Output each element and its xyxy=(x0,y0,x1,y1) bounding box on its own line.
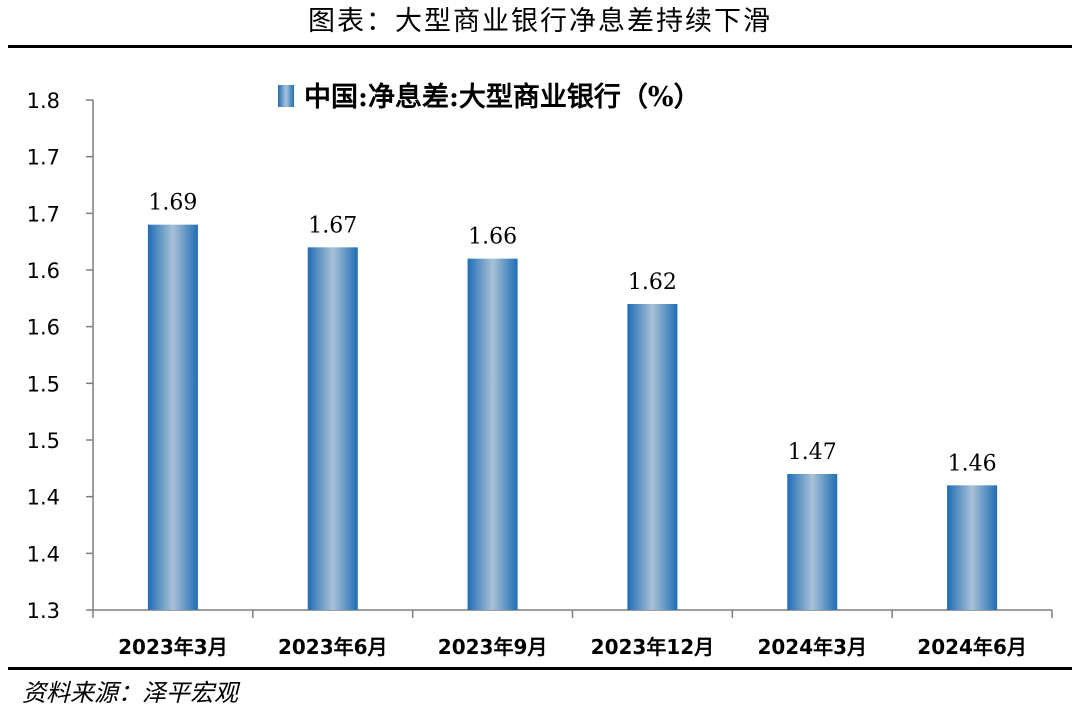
data-label: 1.67 xyxy=(308,213,357,238)
bar xyxy=(147,224,198,610)
x-category-label: 2023年12月 xyxy=(591,635,715,659)
legend-swatch xyxy=(278,85,294,107)
data-label: 1.46 xyxy=(948,451,997,476)
y-tick-label: 1.5 xyxy=(27,429,60,453)
source-note: 资料来源：泽平宏观 xyxy=(22,679,238,707)
x-category-label: 2024年6月 xyxy=(917,635,1027,659)
y-tick-label: 1.6 xyxy=(27,316,60,340)
bar-chart: 1.31.41.41.51.51.61.61.71.71.8 2023年3月 20… xyxy=(27,81,1053,659)
data-label: 1.66 xyxy=(468,225,517,250)
y-tick-label: 1.5 xyxy=(27,372,60,396)
y-tick-label: 1.4 xyxy=(27,542,60,566)
y-tick-label: 1.4 xyxy=(27,486,60,510)
data-label: 1.62 xyxy=(628,270,677,295)
bar xyxy=(787,474,838,610)
title-divider xyxy=(8,45,1072,48)
x-category-label: 2023年9月 xyxy=(438,635,548,659)
data-label: 1.47 xyxy=(788,440,837,465)
bar xyxy=(947,485,998,610)
legend: 中国:净息差:大型商业银行（%） xyxy=(278,81,701,113)
x-category-label: 2023年6月 xyxy=(278,635,388,659)
data-label: 1.69 xyxy=(148,191,197,216)
y-tick-label: 1.3 xyxy=(27,599,60,623)
bar xyxy=(307,247,358,611)
y-tick-label: 1.7 xyxy=(27,202,60,226)
page-title: 图表：大型商业银行净息差持续下滑 xyxy=(308,6,772,37)
bar xyxy=(467,258,518,610)
y-tick-label: 1.6 xyxy=(27,259,60,283)
bar xyxy=(627,304,678,610)
y-axis: 1.3 1.4 1.4 1.5 1.5 1.6 1.6 1.7 1.7 1.8 xyxy=(27,89,94,623)
y-tick-label: 1.7 xyxy=(27,146,60,170)
legend-label: 中国:净息差:大型商业银行（%） xyxy=(304,81,701,113)
data-labels: 1.69 1.67 1.66 1.62 1.47 1.46 xyxy=(148,191,996,477)
footer-divider xyxy=(8,667,1072,670)
bar-series xyxy=(147,224,998,611)
y-tick-label: 1.8 xyxy=(27,89,60,113)
x-category-label: 2024年3月 xyxy=(757,635,867,659)
x-axis: 2023年3月 2023年6月 2023年9月 2023年12月 2024年3月 2024… xyxy=(92,609,1053,659)
x-category-label: 2023年3月 xyxy=(118,635,228,659)
